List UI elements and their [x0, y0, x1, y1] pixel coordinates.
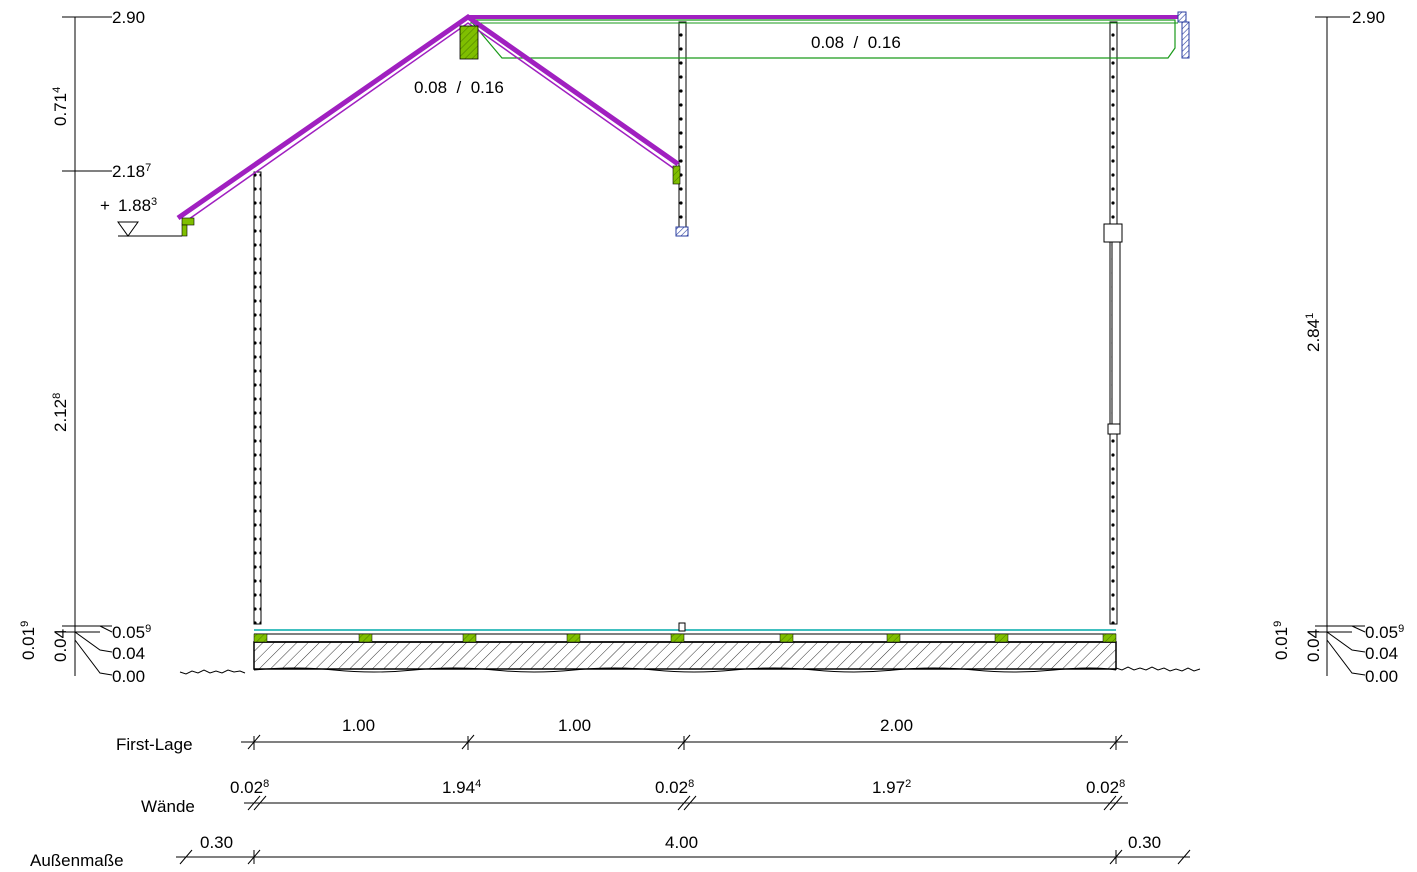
left-level-top: 2.90: [112, 8, 145, 27]
dim-row-label: Wände: [141, 797, 195, 816]
dim-value: 0.30: [200, 833, 233, 852]
ground-line-under-slab: [253, 667, 1117, 673]
floor-sleepers: [253, 633, 1117, 643]
ceiling-beam: [469, 19, 1178, 59]
svg-text:2.128: 2.128: [51, 393, 70, 432]
dim-row-label: Außenmaße: [30, 851, 124, 870]
eave-level-label: +1.883: [100, 196, 157, 215]
right-seg: 2.841: [1304, 313, 1323, 352]
left-wall: [253, 171, 262, 625]
svg-text:0.04: 0.04: [51, 629, 70, 662]
ceiling-beam-label: 0.08 / 0.16: [811, 33, 901, 52]
ground-line-left: [179, 669, 246, 675]
left-level-floor-mid: 0.04: [112, 644, 145, 663]
ridge-beam-label: 0.08 / 0.16: [414, 78, 504, 97]
dim-value: 1.944: [442, 778, 481, 797]
right-level-floor-top: 0.059: [1365, 623, 1404, 642]
dim-value: 2.00: [880, 716, 913, 735]
foundation-slab: [253, 622, 1117, 670]
left-level-scale: 2.90 0.714 2.187 2.128 +1.883 0.059 0.04…: [19, 8, 182, 686]
roof: [176, 11, 1190, 237]
svg-text:0.714: 0.714: [51, 87, 70, 126]
middle-wall: [675, 21, 689, 237]
dim-value: 0.028: [1086, 778, 1125, 797]
ground-line-right: [1115, 666, 1201, 672]
left-level-zero: 0.00: [112, 667, 145, 686]
svg-text:2.841: 2.841: [1304, 313, 1323, 352]
right-level-floor-mid: 0.04: [1365, 644, 1398, 663]
left-level-floor-top: 0.059: [112, 623, 151, 642]
svg-text:0.019: 0.019: [1272, 621, 1291, 660]
dim-value: 1.972: [872, 778, 911, 797]
dim-row-first-lage: First-Lage 1.00 1.00 2.00: [116, 716, 1128, 754]
ridge-purlin: [459, 25, 479, 60]
svg-text:0.04: 0.04: [1304, 629, 1323, 662]
dim-row-label: First-Lage: [116, 735, 193, 754]
dim-value: 0.30: [1128, 833, 1161, 852]
left-seg-small-1: 0.019: [19, 621, 38, 660]
dim-value: 1.00: [558, 716, 591, 735]
dim-value: 0.028: [230, 778, 269, 797]
svg-text:0.019: 0.019: [19, 621, 38, 660]
dim-row-waende: Wände 0.028 1.944 0.028 1.972 0.028: [141, 778, 1128, 816]
right-seg-small-2: 0.04: [1304, 629, 1323, 662]
level-marker-icon: [117, 221, 139, 237]
right-level-top: 2.90: [1352, 8, 1385, 27]
right-wall: [1103, 21, 1123, 625]
right-level-zero: 0.00: [1365, 667, 1398, 686]
dim-value: 0.028: [655, 778, 694, 797]
dim-value: 1.00: [342, 716, 375, 735]
left-seg-small-2: 0.04: [51, 629, 70, 662]
dim-value: 4.00: [665, 833, 698, 852]
right-level-scale: 2.90 2.841 0.059 0.04 0.00 0.019 0.04: [1272, 8, 1404, 686]
dim-row-aussenmasse: Außenmaße 0.30 4.00 0.30: [30, 833, 1191, 870]
left-level-mid: 2.187: [112, 162, 151, 181]
right-seg-small-1: 0.019: [1272, 621, 1291, 660]
left-seg-lower: 2.128: [51, 393, 70, 432]
left-seg-upper: 0.714: [51, 87, 70, 126]
